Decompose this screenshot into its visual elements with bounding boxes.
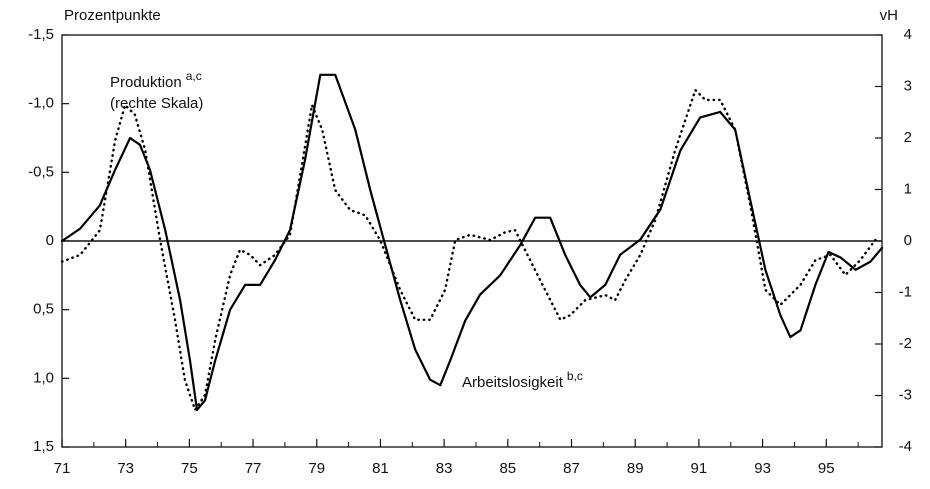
y-tick-label: -1,0 xyxy=(28,95,54,112)
x-tick-label: 81 xyxy=(372,460,389,477)
x-tick-label: 85 xyxy=(499,460,516,477)
y-tick-label: 1,5 xyxy=(33,438,54,455)
y-tick-label: 1,0 xyxy=(33,369,54,386)
x-tick-label: 75 xyxy=(181,460,198,477)
y-tick-label: 0 xyxy=(46,232,54,249)
series-note: a,c xyxy=(186,69,202,83)
x-tick-label: 83 xyxy=(436,460,453,477)
y-axis-label: Prozentpunkte xyxy=(64,7,161,24)
y2-tick-label: 1 xyxy=(904,180,912,197)
y2-tick-label: -3 xyxy=(899,386,912,403)
y2-tick-label: 3 xyxy=(904,77,912,94)
y2-tick-label: -4 xyxy=(899,438,912,455)
x-tick-label: 93 xyxy=(754,460,771,477)
series-name: Arbeitslosigkeit xyxy=(462,374,564,391)
y2-tick-label: 2 xyxy=(904,129,912,146)
series-label: Arbeitslosigkeit b,c xyxy=(462,369,583,391)
x-tick-label: 79 xyxy=(308,460,325,477)
x-tick-label: 95 xyxy=(818,460,835,477)
x-tick-label: 71 xyxy=(54,460,71,477)
y2-tick-label: -2 xyxy=(899,335,912,352)
series-note: b,c xyxy=(567,369,583,383)
y-tick-label: -1,5 xyxy=(28,26,54,43)
x-tick-label: 77 xyxy=(245,460,262,477)
x-tick-label: 91 xyxy=(691,460,708,477)
x-tick-label: 87 xyxy=(563,460,580,477)
series-name: Produktion xyxy=(110,74,182,91)
y2-tick-label: -1 xyxy=(899,283,912,300)
x-tick-label: 73 xyxy=(117,460,134,477)
series-label: Produktion a,c xyxy=(110,69,202,91)
y2-tick-label: 0 xyxy=(904,232,912,249)
y2-tick-label: 4 xyxy=(904,26,912,43)
y-tick-label: -0,5 xyxy=(28,163,54,180)
series-axis-note: (rechte Skala) xyxy=(110,95,203,112)
series-line xyxy=(60,73,884,411)
series-line xyxy=(60,88,877,412)
x-tick-label: 89 xyxy=(627,460,644,477)
y2-axis-label: vH xyxy=(880,7,898,24)
y-tick-label: 0,5 xyxy=(33,301,54,318)
